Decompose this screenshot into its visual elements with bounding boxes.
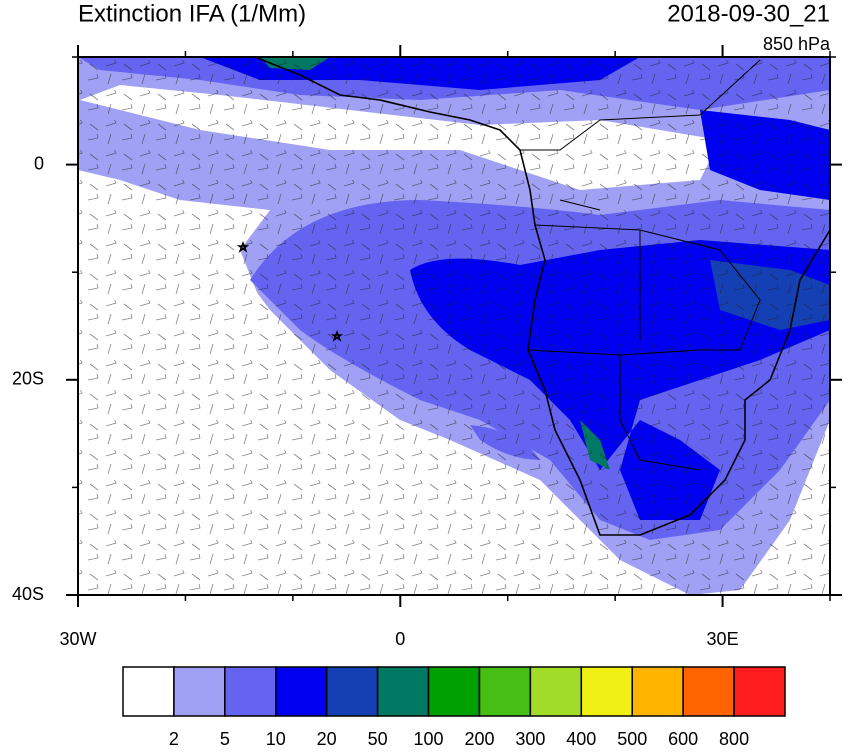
colorbar-label: 600 [668, 729, 698, 749]
colorbar-label: 800 [719, 729, 749, 749]
borders [520, 59, 761, 471]
colorbar-box [173, 666, 226, 717]
colorbar-label: 2 [169, 729, 179, 749]
colorbar-box [682, 666, 735, 717]
y-tick-label: 20S [12, 369, 44, 389]
map-field [78, 57, 830, 595]
colorbar-label: 10 [266, 729, 286, 749]
colorbar-label: 20 [317, 729, 337, 749]
x-tick-label: 30E [707, 629, 739, 649]
colorbar-box [376, 666, 430, 717]
colorbar-box [580, 666, 633, 717]
colorbar-label: 400 [566, 729, 596, 749]
y-tick-label: 40S [12, 584, 44, 604]
colorbar-box [224, 666, 277, 717]
colorbar-label: 200 [464, 729, 494, 749]
x-tick-label: 30W [59, 629, 96, 649]
colorbar: 2 5 10 20 50 100 200 300 400 500 600 800 [122, 666, 786, 749]
datetime: 2018-09-30_21 [667, 0, 830, 27]
colorbar-box [733, 666, 786, 717]
colorbar-box [427, 666, 481, 717]
colorbar-label: 5 [220, 729, 230, 749]
colorbar-box [478, 666, 532, 717]
colorbar-box [325, 666, 379, 717]
colorbar-box [275, 666, 328, 717]
colorbar-box [529, 666, 583, 717]
site-markers [236, 241, 344, 342]
pressure-level: 850 hPa [763, 34, 831, 54]
map-frame [77, 56, 831, 596]
colorbar-box [631, 666, 684, 717]
coastline [254, 57, 830, 536]
wind-barbs [78, 57, 830, 595]
colorbar-box [122, 666, 175, 717]
colorbar-label: 300 [515, 729, 545, 749]
colorbar-label: 50 [368, 729, 388, 749]
x-tick-label: 0 [395, 629, 405, 649]
colorbar-label: 500 [617, 729, 647, 749]
colorbar-label: 100 [414, 729, 444, 749]
axes: 30W 0 30E 0 20S 40S [12, 45, 842, 649]
map-title: Extinction IFA (1/Mm) [78, 0, 306, 27]
y-tick-label: 0 [34, 153, 44, 173]
